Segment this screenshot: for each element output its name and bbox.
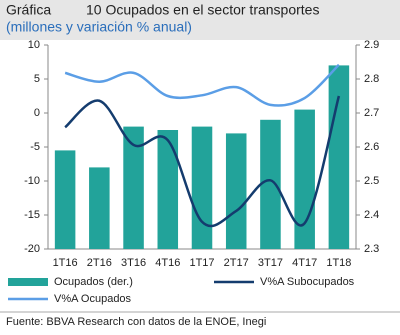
legend-label: V%A Ocupados: [54, 293, 132, 305]
y-tick-label: 5: [34, 73, 40, 85]
y2-tick-label: 2.8: [364, 73, 379, 85]
x-tick-label: 3T17: [258, 257, 283, 269]
y2-tick-label: 2.5: [364, 175, 379, 187]
y2-tick-label: 2.4: [364, 209, 379, 221]
bar: [89, 167, 110, 249]
line: [64, 95, 341, 228]
y2-tick-label: 2.3: [364, 243, 379, 255]
x-tick-label: 3T16: [121, 257, 146, 269]
bar: [123, 126, 144, 249]
source: Fuente: BBVA Research con datos de la EN…: [6, 316, 266, 328]
y2-tick-label: 2.9: [364, 39, 379, 51]
y2-tick-label: 2.7: [364, 107, 379, 119]
x-tick-label: 1T18: [326, 257, 351, 269]
bar: [328, 65, 350, 250]
bar: [54, 150, 76, 249]
y2-tick-label: 2.6: [364, 141, 379, 153]
x-tick-label: 1T16: [53, 257, 78, 269]
legend-swatch: [8, 278, 48, 286]
x-tick-label: 4T16: [155, 257, 180, 269]
x-tick-label: 2T16: [87, 257, 112, 269]
chart-label: Gráfica: [6, 2, 51, 18]
chart-subtitle: (millones y variación % anual): [6, 19, 192, 35]
y-tick-label: -15: [24, 209, 40, 221]
y-tick-label: 0: [34, 107, 40, 119]
legend-label: V%A Subocupados: [260, 276, 355, 288]
line: [64, 63, 340, 107]
bar: [225, 133, 247, 249]
y-tick-label: 10: [28, 39, 40, 51]
bar: [191, 126, 213, 249]
y-tick-label: -10: [24, 175, 40, 187]
header-background: [0, 0, 400, 40]
y-tick-label: -5: [30, 141, 40, 153]
bar: [294, 109, 315, 249]
bar: [157, 130, 179, 249]
legend-label: Ocupados (der.): [54, 276, 133, 288]
chart-title: 10 Ocupados en el sector transportes: [86, 2, 319, 18]
bar: [260, 119, 281, 249]
x-tick-label: 2T17: [224, 257, 249, 269]
y-tick-label: -20: [24, 243, 40, 255]
x-tick-label: 4T17: [292, 257, 317, 269]
x-tick-label: 1T17: [189, 257, 214, 269]
